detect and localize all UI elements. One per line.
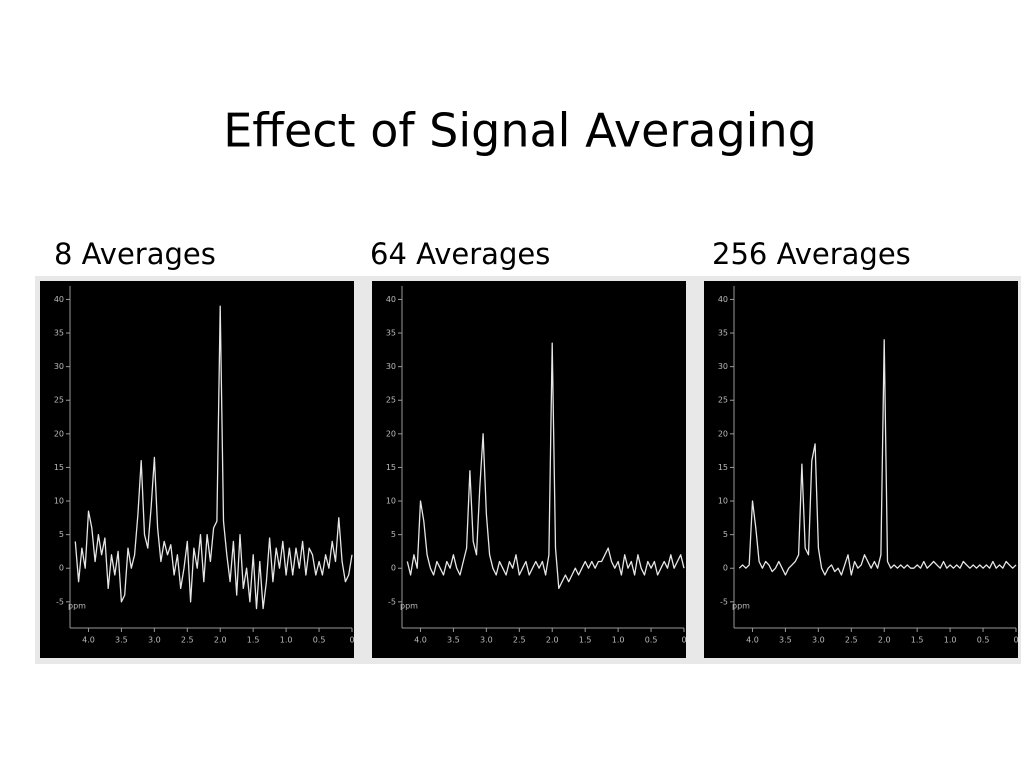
x-tick-label: 2.5 bbox=[845, 636, 858, 645]
x-tick-label: 1.5 bbox=[911, 636, 924, 645]
y-tick-label: 35 bbox=[386, 329, 396, 338]
y-tick-label: -5 bbox=[56, 597, 64, 606]
x-tick-label: 0 bbox=[681, 636, 686, 645]
chart-title: 64 Averages bbox=[370, 237, 550, 271]
x-tick-label: 0.5 bbox=[313, 636, 326, 645]
x-axis-label: ppm bbox=[68, 602, 86, 611]
y-tick-label: 5 bbox=[59, 530, 64, 539]
y-tick-label: -5 bbox=[388, 597, 396, 606]
x-axis-label: ppm bbox=[400, 602, 418, 611]
y-tick-label: 30 bbox=[54, 362, 64, 371]
y-tick-label: 20 bbox=[718, 429, 728, 438]
y-tick-label: 0 bbox=[391, 564, 396, 573]
x-tick-label: 1.5 bbox=[579, 636, 592, 645]
x-tick-label: 3.5 bbox=[115, 636, 128, 645]
y-tick-label: 15 bbox=[54, 463, 64, 472]
y-tick-label: 10 bbox=[718, 497, 728, 506]
x-tick-label: 1.0 bbox=[944, 636, 957, 645]
x-tick-label: 2.0 bbox=[214, 636, 227, 645]
spectrum-line bbox=[406, 342, 685, 590]
x-tick-label: 4.0 bbox=[414, 636, 427, 645]
x-tick-label: 4.0 bbox=[82, 636, 95, 645]
y-tick-label: 40 bbox=[718, 295, 728, 304]
chart-title: 256 Averages bbox=[712, 237, 911, 271]
plot-background bbox=[704, 281, 1018, 658]
x-axis-label: ppm bbox=[732, 602, 750, 611]
chart-title: 8 Averages bbox=[54, 237, 216, 271]
x-tick-label: 0 bbox=[1013, 636, 1018, 645]
x-tick-label: 0.5 bbox=[645, 636, 658, 645]
y-tick-label: 35 bbox=[718, 329, 728, 338]
x-tick-label: 1.0 bbox=[612, 636, 625, 645]
x-tick-label: 2.0 bbox=[878, 636, 891, 645]
x-tick-label: 3.5 bbox=[779, 636, 792, 645]
y-tick-label: 25 bbox=[54, 396, 64, 405]
y-tick-label: 5 bbox=[723, 530, 728, 539]
x-tick-label: 3.5 bbox=[447, 636, 460, 645]
x-tick-label: 1.5 bbox=[247, 636, 260, 645]
y-tick-label: 40 bbox=[386, 295, 396, 304]
x-tick-label: 3.0 bbox=[480, 636, 493, 645]
x-tick-label: 1.0 bbox=[280, 636, 293, 645]
y-tick-label: 40 bbox=[54, 295, 64, 304]
x-tick-label: 3.0 bbox=[148, 636, 161, 645]
x-tick-label: 2.5 bbox=[181, 636, 194, 645]
y-tick-label: 15 bbox=[386, 463, 396, 472]
spectrum-line bbox=[74, 305, 353, 610]
y-tick-label: 25 bbox=[718, 396, 728, 405]
y-tick-label: 25 bbox=[386, 396, 396, 405]
y-tick-label: -5 bbox=[720, 597, 728, 606]
spectrum-line bbox=[738, 339, 1017, 576]
plot-background bbox=[372, 281, 686, 658]
y-tick-label: 0 bbox=[723, 564, 728, 573]
x-tick-label: 3.0 bbox=[812, 636, 825, 645]
x-tick-label: 2.5 bbox=[513, 636, 526, 645]
y-tick-label: 0 bbox=[59, 564, 64, 573]
y-tick-label: 15 bbox=[718, 463, 728, 472]
y-tick-label: 30 bbox=[718, 362, 728, 371]
y-tick-label: 10 bbox=[54, 497, 64, 506]
plot-background bbox=[40, 281, 354, 658]
y-tick-label: 35 bbox=[54, 329, 64, 338]
x-tick-label: 4.0 bbox=[746, 636, 759, 645]
x-tick-label: 0.5 bbox=[977, 636, 990, 645]
x-tick-label: 0 bbox=[349, 636, 354, 645]
y-tick-label: 20 bbox=[386, 429, 396, 438]
slide-title: Effect of Signal Averaging bbox=[223, 104, 817, 158]
x-tick-label: 2.0 bbox=[546, 636, 559, 645]
y-tick-label: 10 bbox=[386, 497, 396, 506]
y-tick-label: 20 bbox=[54, 429, 64, 438]
y-tick-label: 30 bbox=[386, 362, 396, 371]
y-tick-label: 5 bbox=[391, 530, 396, 539]
